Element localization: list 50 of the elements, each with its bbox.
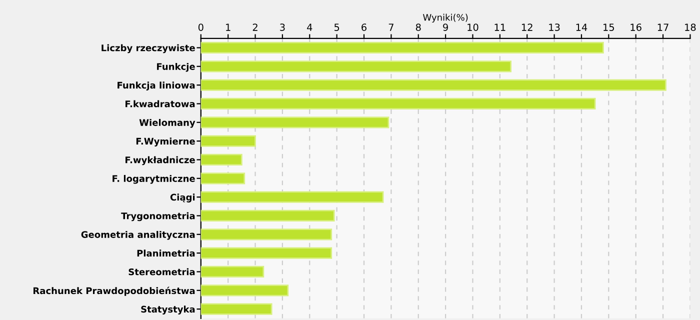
y-tick-label: Stereometria [128,268,195,276]
x-tick-label: 9 [443,24,448,31]
bar [200,247,332,259]
y-tick-label: Trygonometria [121,212,195,222]
x-tick-label: 15 [604,24,614,31]
x-tick-label: 7 [388,24,394,31]
x-tick-label: 6 [362,24,366,31]
y-tick-label: Statystyka [141,306,195,314]
bar [200,191,384,203]
x-tick-label: 2 [252,24,258,31]
bar [200,228,332,240]
bar [200,135,256,147]
y-tick-label: F.wykładnicze [126,156,195,166]
y-tick-label: F.kwadratowa [126,100,195,108]
x-tick-label: 4 [307,24,312,31]
y-tick-label: F. logarytmiczne [112,174,195,184]
y-tick-label: Rachunek Prawdopodobieństwa [34,286,195,296]
bar [200,266,264,278]
x-axis-title: Wyniki(%) [423,14,468,23]
bar [200,210,335,222]
x-tick-label: 11 [494,24,506,31]
x-tick-label: 16 [630,24,642,31]
x-tick-label: 0 [198,24,204,31]
bar [200,303,272,315]
y-tick-label: F.Wymierne [136,138,195,146]
bar [200,42,604,54]
bar [200,154,242,166]
x-tick-label: 8 [416,24,421,31]
y-tick-label: Geometria analityczna [81,230,195,240]
bar [200,60,512,72]
bar [200,284,289,296]
x-tick-label: 17 [658,24,668,31]
x-tick-label: 18 [685,24,696,31]
y-tick-label: Ciągi [170,194,195,202]
y-tick-label: Liczby rzeczywiste [102,44,195,54]
x-tick-label: 12 [522,24,532,31]
x-tick-label: 5 [334,24,340,31]
x-tick-label: 10 [468,24,478,31]
bar [200,79,666,91]
y-tick-label: Wielomany [139,118,196,128]
bar [200,116,390,128]
x-tick-label: 14 [576,24,588,31]
y-tick-label: Funkcja liniowa [118,82,195,90]
y-tick-label: Planimetria [137,250,195,257]
y-tick-label: Funkcje [157,62,195,72]
bar [200,172,246,184]
bar [200,98,596,110]
x-tick-label: 1 [226,24,230,31]
x-tick-label: 3 [280,24,285,31]
x-tick-label: 13 [549,24,560,31]
